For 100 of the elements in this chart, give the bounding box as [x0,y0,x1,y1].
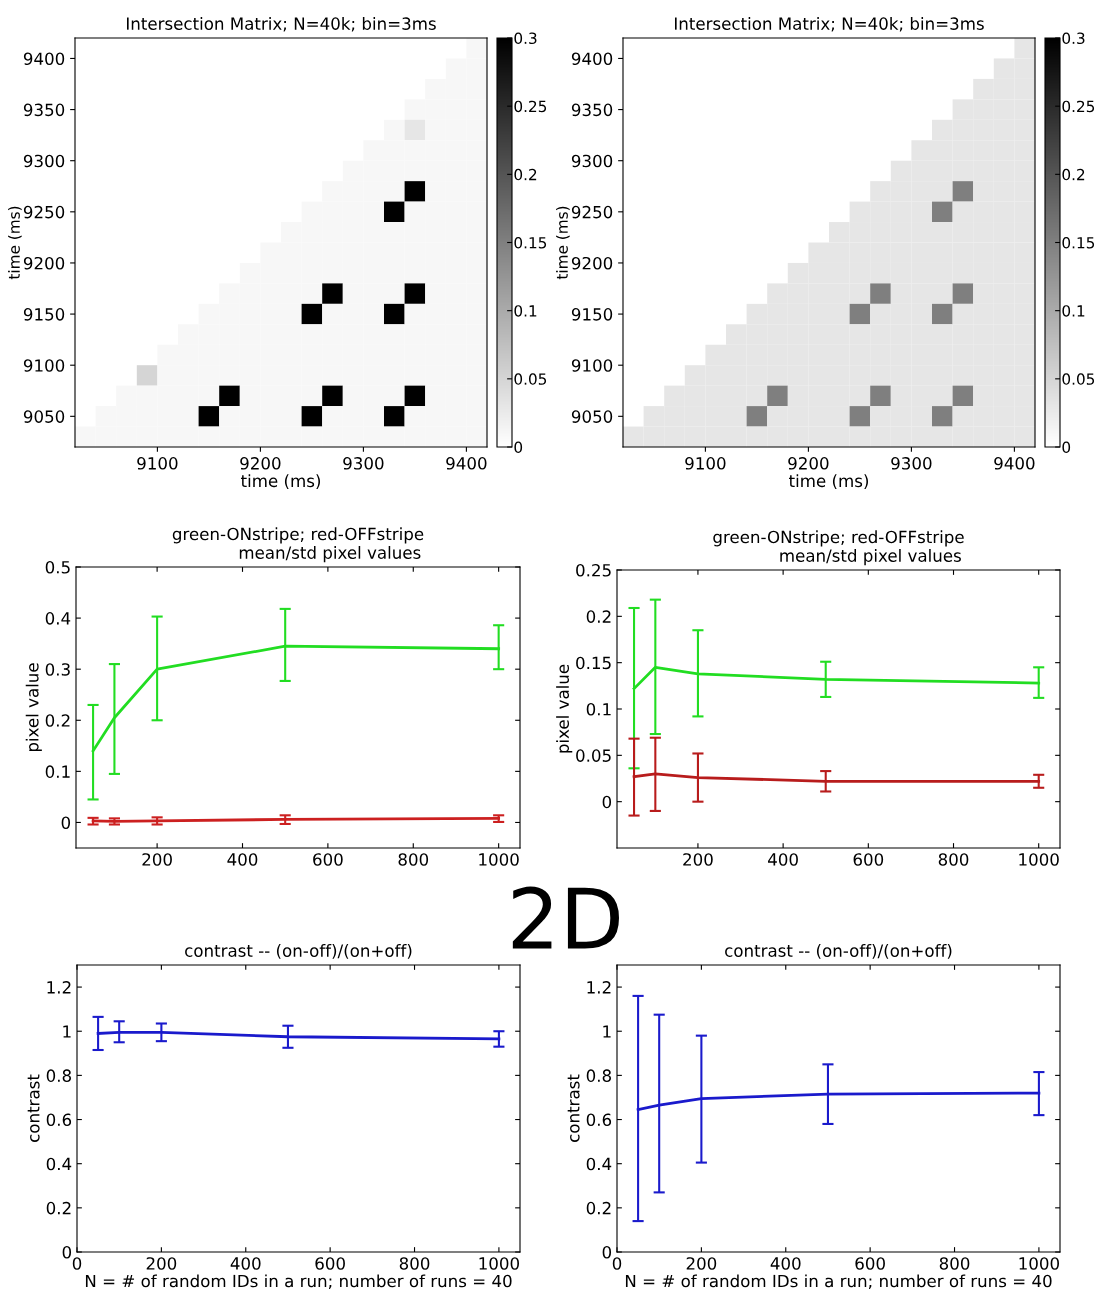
x-tick-label: 800 [398,853,429,866]
x-tick-label: 800 [399,1257,430,1270]
y-tick-label: 0 [602,1245,612,1259]
y-tick-label: 0 [62,1245,72,1259]
y-tick-label: 1.2 [47,981,71,994]
y-tick-label: 9300 [571,154,613,168]
x-tick-label: 600 [855,1257,885,1270]
color-bar-label: 0 [1062,441,1071,454]
x-tick-label: 600 [315,1257,345,1270]
y-tick-label: 0.4 [586,1157,612,1171]
x-tick-label: 400 [768,853,798,866]
color-bar-label: 0.05 [1062,373,1095,385]
x-tick-label: 9200 [240,457,281,470]
y-tick-label: 9050 [571,410,613,423]
y-tick-label: 9150 [23,308,65,321]
color-bar-label: 0.15 [1062,236,1095,249]
y-tick-label: 9200 [23,256,65,270]
y-tick-label: 0.05 [576,749,611,762]
y-tick-label: 9150 [571,308,613,321]
y-tick-label: 1.2 [587,981,611,994]
y-tick-label: 0.15 [576,656,611,670]
color-bar-label: 0.2 [514,168,537,181]
y-tick-label: 1 [603,1025,611,1038]
y-tick-label: 9200 [571,256,613,270]
x-tick-label: 1000 [1019,1257,1060,1270]
chart-title: Intersection Matrix; N=40k; bin=3ms [674,17,984,32]
x-tick-label: 800 [939,1257,970,1270]
y-tick-label: 9350 [23,103,65,117]
x-tick-label: 1000 [1019,853,1059,866]
y-tick-label: 0.2 [45,714,70,727]
x-tick-label: 0 [72,1257,82,1270]
y-axis-title: time (ms) [556,206,570,280]
color-bar-label: 0.3 [514,32,537,45]
y-axis-title: contrast [567,1074,580,1142]
y-tick-label: 0.2 [46,1201,71,1215]
y-tick-label: 0.25 [576,563,611,577]
x-tick-label: 200 [683,853,713,866]
y-axis-title: pixel value [556,664,573,753]
x-tick-label: 9100 [685,457,726,470]
x-tick-label: 600 [853,853,884,866]
y-tick-label: 9100 [23,359,65,372]
x-tick-label: 9200 [788,457,829,470]
y-tick-label: 0.8 [586,1069,611,1082]
chart-title: green-ONstripe; red-OFFstripe [713,530,964,547]
y-tick-label: 0 [602,795,612,809]
x-tick-label: 9400 [446,457,487,470]
y-axis-title: contrast [27,1074,40,1142]
y-tick-label: 0.2 [586,610,611,623]
y-tick-label: 0.1 [45,765,70,778]
y-tick-label: 0.2 [586,1201,611,1215]
y-tick-label: 0 [61,816,71,830]
y-tick-label: 0.6 [46,1113,72,1127]
y-tick-label: 9250 [571,205,613,219]
color-bar-label: 0.15 [514,236,547,249]
chart-title: contrast -- (on-off)/(on+off) [725,944,952,959]
x-tick-label: 400 [227,853,258,866]
y-tick-label: 9300 [23,154,65,168]
x-tick-label: 0 [612,1257,622,1270]
y-tick-label: 9100 [571,359,613,372]
x-tick-label: 9300 [343,457,384,470]
x-axis-title: N = # of random IDs in a run; number of runs = 40 [625,1274,1052,1289]
y-axis-title: time (ms) [8,206,22,280]
y-tick-label: 0.6 [586,1113,612,1127]
x-axis-title: N = # of random IDs in a run; number of runs = 40 [85,1274,512,1289]
y-tick-label: 9350 [571,103,613,117]
y-tick-label: 9050 [23,410,65,423]
chart-subtitle: mean/std pixel values [239,546,421,563]
text: 2D [512,886,619,949]
chart-title: contrast -- (on-off)/(on+off) [185,944,412,959]
x-tick-label: 200 [686,1257,717,1270]
color-bar-label: 0.25 [1062,100,1095,113]
y-tick-label: 0.3 [45,663,70,676]
x-tick-label: 200 [146,1257,177,1270]
color-bar-label: 0.1 [514,305,537,317]
x-tick-label: 9400 [994,457,1035,470]
y-tick-label: 0.4 [46,1157,72,1171]
color-bar-label: 0.05 [514,373,547,385]
chart-title: green-ONstripe; red-OFFstripe [172,527,424,544]
x-tick-label: 200 [142,853,172,866]
y-tick-label: 0.5 [45,560,70,574]
x-tick-label: 600 [313,853,343,866]
y-tick-label: 1 [63,1025,71,1038]
x-tick-label: 800 [938,853,969,866]
x-tick-label: 9300 [891,457,932,470]
color-bar-label: 0.1 [1062,305,1085,317]
x-tick-label: 400 [230,1257,261,1270]
y-tick-label: 0.8 [46,1069,71,1082]
chart-subtitle: mean/std pixel values [780,549,961,566]
y-tick-label: 0.1 [586,702,611,716]
chart-title: Intersection Matrix; N=40k; bin=3ms [126,17,436,32]
y-tick-label: 9400 [23,52,65,66]
color-bar-label: 0.3 [1062,32,1085,45]
y-tick-label: 9250 [23,205,65,219]
x-tick-label: 1000 [479,1257,520,1270]
x-axis-title: time (ms) [789,474,869,490]
x-axis-title: time (ms) [241,474,321,490]
x-tick-label: 9100 [137,457,178,470]
y-tick-label: 9400 [571,52,613,66]
x-tick-label: 400 [770,1257,801,1270]
color-bar-label: 0 [514,441,523,454]
